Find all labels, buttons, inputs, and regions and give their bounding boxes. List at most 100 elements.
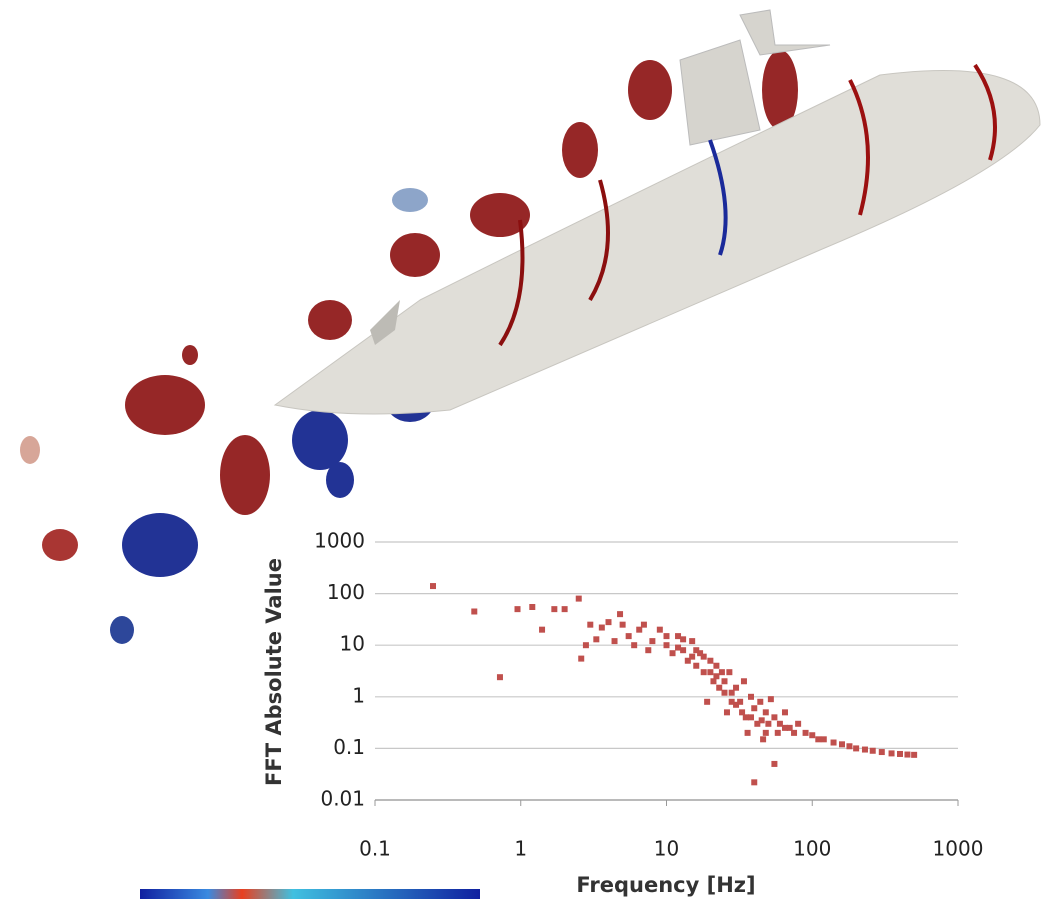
- point: [561, 606, 568, 613]
- point: [786, 724, 793, 731]
- point: [514, 606, 521, 613]
- point: [663, 642, 670, 649]
- colorbar: [140, 889, 480, 899]
- vortex: [182, 345, 198, 365]
- point: [710, 678, 717, 685]
- x-tick-label: 0.1: [359, 837, 391, 861]
- vortex: [470, 193, 530, 237]
- point: [625, 633, 632, 640]
- point: [726, 669, 733, 676]
- vortex: [220, 435, 270, 515]
- point: [689, 653, 696, 660]
- point: [762, 709, 769, 716]
- point: [636, 626, 643, 633]
- point: [739, 709, 746, 716]
- point: [771, 714, 778, 721]
- point: [649, 638, 656, 645]
- point: [861, 746, 868, 753]
- point: [809, 732, 816, 739]
- point: [675, 633, 682, 640]
- point: [744, 729, 751, 736]
- vortex: [20, 436, 40, 464]
- y-axis-title: FFT Absolute Value: [262, 558, 286, 786]
- point: [700, 669, 707, 676]
- point: [802, 729, 809, 736]
- point: [684, 657, 691, 664]
- point: [471, 608, 478, 615]
- point: [757, 698, 764, 705]
- point: [751, 705, 758, 712]
- sail: [679, 39, 761, 146]
- point: [765, 720, 772, 727]
- point: [587, 621, 594, 628]
- vortex: [562, 122, 598, 178]
- vortex: [326, 462, 354, 498]
- point: [904, 751, 911, 758]
- point: [748, 714, 755, 721]
- point: [721, 678, 728, 685]
- vortex: [392, 188, 428, 212]
- point: [820, 736, 827, 743]
- point: [767, 696, 774, 703]
- vortex: [762, 50, 798, 130]
- point: [846, 743, 853, 750]
- vortex: [390, 233, 440, 277]
- point: [578, 655, 585, 662]
- point: [697, 650, 704, 657]
- point: [675, 644, 682, 651]
- point: [700, 653, 707, 660]
- point: [713, 673, 720, 680]
- vortex: [42, 529, 78, 561]
- y-tick-label: 100: [327, 580, 365, 604]
- point: [598, 624, 605, 631]
- point: [897, 750, 904, 757]
- hull-rings: [498, 63, 997, 347]
- point: [575, 595, 582, 602]
- point: [693, 647, 700, 654]
- point: [781, 724, 788, 731]
- point: [911, 751, 918, 758]
- point: [723, 709, 730, 716]
- point: [737, 698, 744, 705]
- y-tick-label: 0.01: [320, 787, 365, 811]
- point: [656, 626, 663, 633]
- sail-plane: [739, 9, 831, 56]
- point: [721, 689, 728, 696]
- point: [640, 621, 647, 628]
- point: [663, 633, 670, 640]
- fin: [370, 300, 400, 345]
- x-tick-label: 10: [654, 837, 679, 861]
- point: [689, 638, 696, 645]
- point: [631, 642, 638, 649]
- point: [774, 729, 781, 736]
- point: [582, 642, 589, 649]
- cfd-illustration: [20, 9, 1041, 644]
- vortex: [110, 616, 134, 644]
- point: [795, 720, 802, 727]
- point: [593, 636, 600, 643]
- vortex: [628, 60, 672, 120]
- point: [707, 657, 714, 664]
- point: [718, 669, 725, 676]
- point: [429, 583, 436, 590]
- point: [742, 714, 749, 721]
- point: [617, 611, 624, 618]
- point: [878, 749, 885, 756]
- x-tick-label: 1: [514, 837, 527, 861]
- y-tick-label: 1: [352, 683, 365, 707]
- point: [645, 647, 652, 654]
- point: [733, 684, 740, 691]
- point: [760, 736, 767, 743]
- submarine-hull: [273, 70, 1041, 415]
- point: [751, 779, 758, 786]
- point: [754, 720, 761, 727]
- x-tick-label: 1000: [933, 837, 984, 861]
- vortex: [122, 513, 198, 577]
- point: [713, 662, 720, 669]
- point: [619, 621, 626, 628]
- point: [529, 603, 536, 610]
- point: [680, 636, 687, 643]
- point: [791, 729, 798, 736]
- point: [728, 689, 735, 696]
